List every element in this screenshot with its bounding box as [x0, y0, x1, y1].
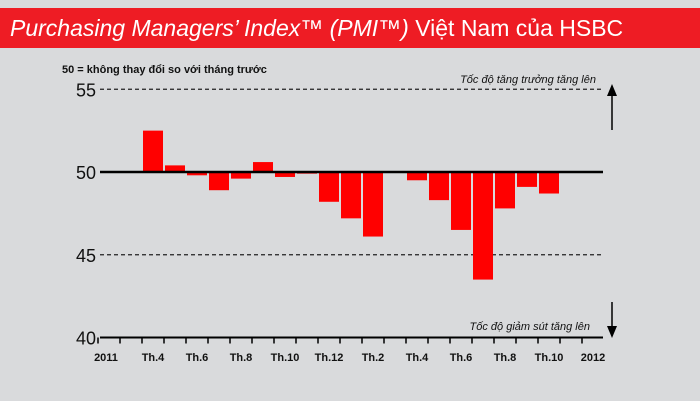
x-tick-label: Th.2 — [362, 352, 385, 364]
x-tick-label: 2012 — [581, 352, 605, 364]
bar — [473, 172, 493, 280]
annotation-growth: Tốc độ tăng trưởng tăng lên — [460, 74, 596, 86]
chart-title-rest: Việt Nam của HSBC — [408, 15, 624, 41]
bar — [165, 165, 185, 172]
bar — [407, 172, 427, 181]
annotation-decline: Tốc độ giảm sút tăng lên — [470, 321, 590, 333]
bar — [319, 172, 339, 202]
y-tick-label: 50 — [76, 163, 96, 183]
y-tick-label: 55 — [76, 80, 96, 100]
bar — [451, 172, 471, 230]
x-tick-label: Th.6 — [450, 352, 473, 364]
chart-title: Purchasing Managers’ Index™ (PMI™) Việt … — [0, 8, 700, 48]
bar — [209, 172, 229, 191]
bar — [495, 172, 515, 209]
baseline-note: 50 = không thay đổi so với tháng trước — [62, 64, 267, 76]
x-tick-label: Th.4 — [142, 352, 165, 364]
x-tick-label: Th.10 — [535, 352, 564, 364]
bar — [429, 172, 449, 201]
bar — [187, 172, 207, 176]
chart-title-italic: Purchasing Managers’ Index™ (PMI™) — [10, 15, 409, 41]
y-tick-label: 40 — [76, 329, 96, 349]
bar — [517, 172, 537, 187]
x-tick-label: Th.4 — [406, 352, 429, 364]
x-tick-label: Th.12 — [315, 352, 344, 364]
down-arrow-icon — [607, 326, 617, 338]
x-tick-label: Th.10 — [271, 352, 300, 364]
bar — [143, 130, 163, 172]
bar — [539, 172, 559, 194]
bar — [253, 162, 273, 172]
x-tick-label: Th.8 — [230, 352, 253, 364]
y-tick-label: 45 — [76, 246, 96, 266]
bar — [275, 172, 295, 177]
x-tick-label: 2011 — [94, 352, 118, 364]
x-tick-label: Th.6 — [186, 352, 209, 364]
up-arrow-icon — [607, 84, 617, 96]
bar — [231, 172, 251, 179]
x-tick-label: Th.8 — [494, 352, 517, 364]
bar — [341, 172, 361, 219]
bar — [363, 172, 383, 237]
